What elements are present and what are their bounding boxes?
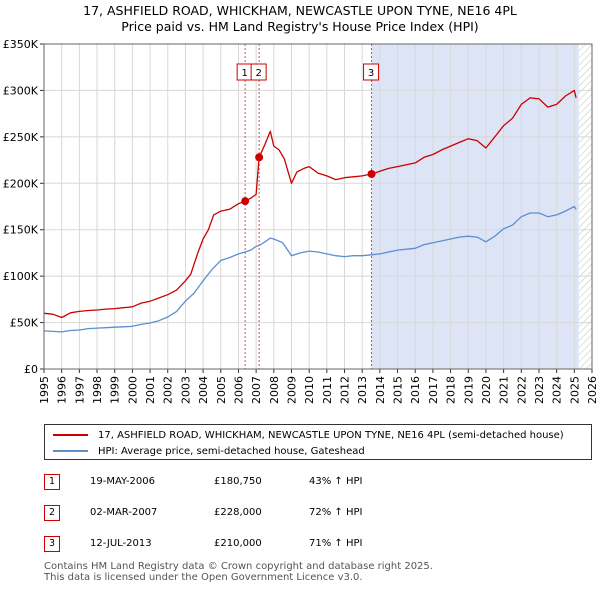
transaction-date: 02-MAR-2007 bbox=[90, 507, 158, 518]
x-tick-label: 2024 bbox=[551, 376, 564, 404]
x-tick-label: 1996 bbox=[56, 376, 69, 404]
table-row: 3 12-JUL-2013 £210,000 71% ↑ HPI bbox=[44, 536, 584, 554]
x-tick-label: 2011 bbox=[321, 376, 334, 404]
sale-point bbox=[241, 197, 250, 206]
chart-title-block: 17, ASHFIELD ROAD, WHICKHAM, NEWCASTLE U… bbox=[0, 3, 600, 35]
legend-item-hpi: HPI: Average price, semi-detached house,… bbox=[53, 443, 365, 459]
x-tick-label: 2021 bbox=[498, 376, 511, 404]
x-tick-label: 2010 bbox=[303, 376, 316, 404]
x-tick-label: 2014 bbox=[374, 376, 387, 404]
x-tick-label: 2008 bbox=[268, 376, 281, 404]
sale-marker-box bbox=[363, 63, 380, 81]
x-tick-label: 2026 bbox=[586, 376, 599, 404]
transaction-price: £210,000 bbox=[214, 538, 262, 549]
sale-marker-label: 2 bbox=[255, 68, 261, 79]
y-tick-label: £50K bbox=[10, 317, 39, 330]
y-tick-label: £100K bbox=[3, 270, 39, 283]
transaction-date: 19-MAY-2006 bbox=[90, 476, 156, 487]
x-tick-label: 2020 bbox=[480, 376, 493, 404]
x-tick-label: 2013 bbox=[356, 376, 369, 404]
x-tick-label: 2018 bbox=[445, 376, 458, 404]
sale-point bbox=[255, 153, 264, 162]
footer-licence: This data is licensed under the Open Gov… bbox=[44, 572, 363, 583]
property-price-line bbox=[43, 89, 577, 319]
transaction-date: 12-JUL-2013 bbox=[90, 538, 152, 549]
x-tick-label: 2009 bbox=[285, 376, 298, 404]
x-tick-label: 2002 bbox=[162, 376, 175, 404]
transaction-number: 2 bbox=[44, 505, 60, 521]
legend-swatch-property bbox=[53, 434, 88, 436]
y-tick-label: £200K bbox=[3, 177, 39, 190]
y-tick-label: £350K bbox=[3, 38, 39, 51]
sale-marker-box bbox=[250, 63, 267, 81]
x-tick-label: 2003 bbox=[179, 376, 192, 404]
x-tick-label: 2000 bbox=[126, 376, 139, 404]
x-tick-label: 2001 bbox=[144, 376, 157, 404]
x-tick-label: 2007 bbox=[250, 376, 263, 404]
transaction-hpi-change: 72% ↑ HPI bbox=[309, 507, 363, 518]
y-tick-label: £300K bbox=[3, 84, 39, 97]
x-tick-label: 1999 bbox=[109, 376, 122, 404]
legend-label-property: 17, ASHFIELD ROAD, WHICKHAM, NEWCASTLE U… bbox=[98, 429, 564, 441]
x-tick-label: 2012 bbox=[339, 376, 352, 404]
y-tick-label: £150K bbox=[3, 224, 39, 237]
x-tick-label: 2017 bbox=[427, 376, 440, 404]
sale-point bbox=[367, 170, 376, 178]
y-tick-label: £250K bbox=[3, 131, 39, 144]
x-tick-label: 2016 bbox=[409, 376, 422, 404]
x-tick-label: 1995 bbox=[38, 376, 51, 404]
chart: 1995 1996 1997 1998 1999 2000 2001 2002 2003 2004… bbox=[3, 38, 599, 404]
legend-swatch-hpi bbox=[53, 450, 88, 452]
transaction-price: £228,000 bbox=[214, 507, 262, 518]
sale-marker-label: 1 bbox=[241, 68, 247, 79]
legend-label-hpi: HPI: Average price, semi-detached house,… bbox=[98, 445, 365, 457]
transaction-number: 3 bbox=[44, 536, 60, 552]
shaded-region bbox=[371, 44, 579, 369]
x-tick-label: 2019 bbox=[462, 376, 475, 404]
y-tick-label: £0 bbox=[24, 363, 38, 376]
x-tick-label: 2015 bbox=[392, 376, 405, 404]
footer: Contains HM Land Registry data © Crown c… bbox=[44, 561, 433, 583]
x-tick-label: 2006 bbox=[232, 376, 245, 404]
hatched-region bbox=[578, 44, 592, 369]
legend-item-property: 17, ASHFIELD ROAD, WHICKHAM, NEWCASTLE U… bbox=[53, 427, 564, 443]
x-tick-label: 2022 bbox=[515, 376, 528, 404]
legend: 17, ASHFIELD ROAD, WHICKHAM, NEWCASTLE U… bbox=[44, 424, 592, 460]
transaction-price: £180,750 bbox=[214, 476, 262, 487]
x-tick-label: 1997 bbox=[73, 376, 86, 404]
chart-title: 17, ASHFIELD ROAD, WHICKHAM, NEWCASTLE U… bbox=[83, 3, 517, 18]
x-tick-label: 2023 bbox=[533, 376, 546, 404]
x-tick-label: 2025 bbox=[568, 376, 581, 404]
x-tick-label: 1998 bbox=[91, 376, 104, 404]
transaction-number: 1 bbox=[44, 474, 60, 490]
x-tick-label: 2005 bbox=[215, 376, 228, 404]
x-tick-label: 2004 bbox=[197, 376, 210, 404]
plot-frame bbox=[43, 43, 593, 370]
sale-marker-label: 3 bbox=[368, 68, 374, 79]
chart-subtitle: Price paid vs. HM Land Registry's House … bbox=[121, 19, 479, 34]
transaction-hpi-change: 71% ↑ HPI bbox=[309, 538, 363, 549]
footer-copyright: Contains HM Land Registry data © Crown c… bbox=[44, 561, 433, 572]
table-row: 2 02-MAR-2007 £228,000 72% ↑ HPI bbox=[44, 505, 584, 523]
table-row: 1 19-MAY-2006 £180,750 43% ↑ HPI bbox=[44, 474, 584, 492]
hpi-line bbox=[43, 205, 577, 333]
transaction-hpi-change: 43% ↑ HPI bbox=[309, 476, 363, 487]
